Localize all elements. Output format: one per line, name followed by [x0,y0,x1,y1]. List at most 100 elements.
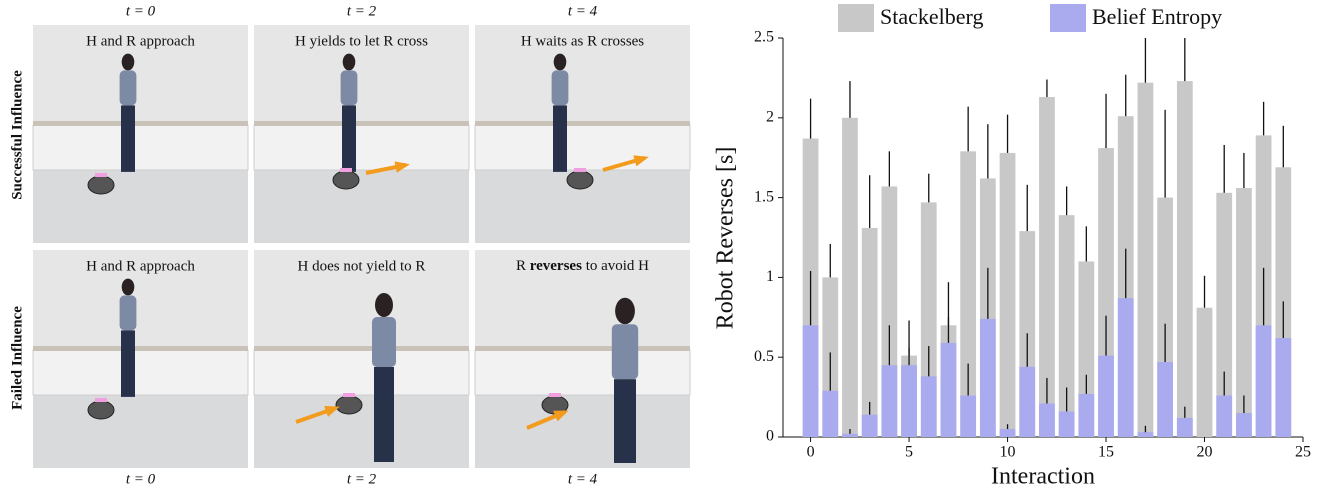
time-label: t = 2 [347,3,377,19]
y-tick-label: 0 [766,428,774,445]
bar [1039,403,1055,437]
person-head [615,297,635,325]
person-head [553,53,567,71]
person-legs [121,105,135,172]
bar [999,152,1016,438]
photo-panel [253,25,470,243]
person-torso [551,70,569,106]
photo-panel [32,250,249,468]
cabinet [474,124,691,171]
robot [332,170,360,190]
photo-grid [32,25,691,468]
x-tick-label: 15 [1098,444,1114,461]
legend-swatch [838,4,874,32]
bar [1176,81,1193,437]
bar [1137,432,1154,437]
y-tick-label: 1.5 [754,188,774,205]
bar [1078,393,1095,437]
robot [87,400,115,420]
row-label: Successful Influence [9,70,25,200]
counter [33,346,248,351]
bar [881,365,898,437]
person-head [375,293,393,317]
person-torso [340,70,358,106]
photo-panel [474,250,691,468]
bar [1058,215,1075,437]
counter [254,346,469,351]
counter [475,346,690,351]
person-torso [611,324,639,380]
bar [1216,192,1233,437]
bar [1236,188,1252,437]
bar [1058,411,1075,437]
time-label: t = 2 [347,471,377,487]
robot-marker [549,393,561,397]
arrow-head [553,410,569,422]
x-axis-label: Interaction [991,464,1095,490]
time-label: t = 4 [568,471,598,487]
y-tick-label: 2 [766,108,774,125]
person-head [342,53,356,71]
bar [960,395,977,437]
bar [842,117,858,438]
person-head [121,53,135,71]
cabinet [32,124,249,171]
bar [1216,395,1233,437]
bar [1255,325,1272,437]
time-label: t = 0 [126,471,156,487]
bar [1019,366,1036,437]
x-tick-label: 5 [905,444,913,461]
panel-caption: H and R approach [86,33,195,49]
photo-panel [253,250,470,468]
robot-marker [340,168,352,172]
bar [979,318,996,437]
panel-caption: H and R approach [86,258,195,274]
bar [960,151,977,438]
photo-panel [474,25,691,243]
person-legs [121,330,135,397]
bar [1137,82,1154,438]
x-tick-label: 0 [807,444,815,461]
cabinet [253,349,470,396]
person-legs [614,379,636,463]
arrow-head [324,406,340,417]
bar [920,376,937,437]
bar [1117,298,1134,437]
bar [861,227,878,437]
robot-marker [95,173,107,177]
photo-panel [32,25,249,243]
time-label: t = 4 [568,3,598,19]
counter [475,121,690,126]
robot [566,170,594,190]
robot [335,395,363,415]
arrow-head [633,155,649,167]
legend-swatch [1050,4,1086,32]
robot-marker [95,398,107,402]
bar [1157,361,1173,437]
bar [1078,261,1095,437]
counter [254,121,469,126]
caption-part: reverses [530,258,582,274]
bar [940,342,957,437]
panel-caption: H yields to let R cross [295,33,428,49]
cabinet [32,349,249,396]
y-tick-label: 2.5 [754,29,774,46]
x-tick-label: 10 [1000,444,1016,461]
person-legs [553,105,567,172]
legend-label: Belief Entropy [1092,4,1222,29]
bar [1176,417,1193,437]
y-axis-label: Robot Reverses [s] [713,147,739,330]
robot-marker [343,393,355,397]
bar [1098,355,1114,437]
arrow-head [394,161,410,173]
bar [1039,97,1055,437]
counter [33,121,248,126]
bar [1236,413,1252,437]
person-torso [119,295,137,331]
bar [1275,338,1292,437]
bar [999,429,1016,437]
y-tick-label: 1 [766,268,774,285]
row-label: Failed Influence [9,306,25,410]
bar [1196,307,1213,437]
